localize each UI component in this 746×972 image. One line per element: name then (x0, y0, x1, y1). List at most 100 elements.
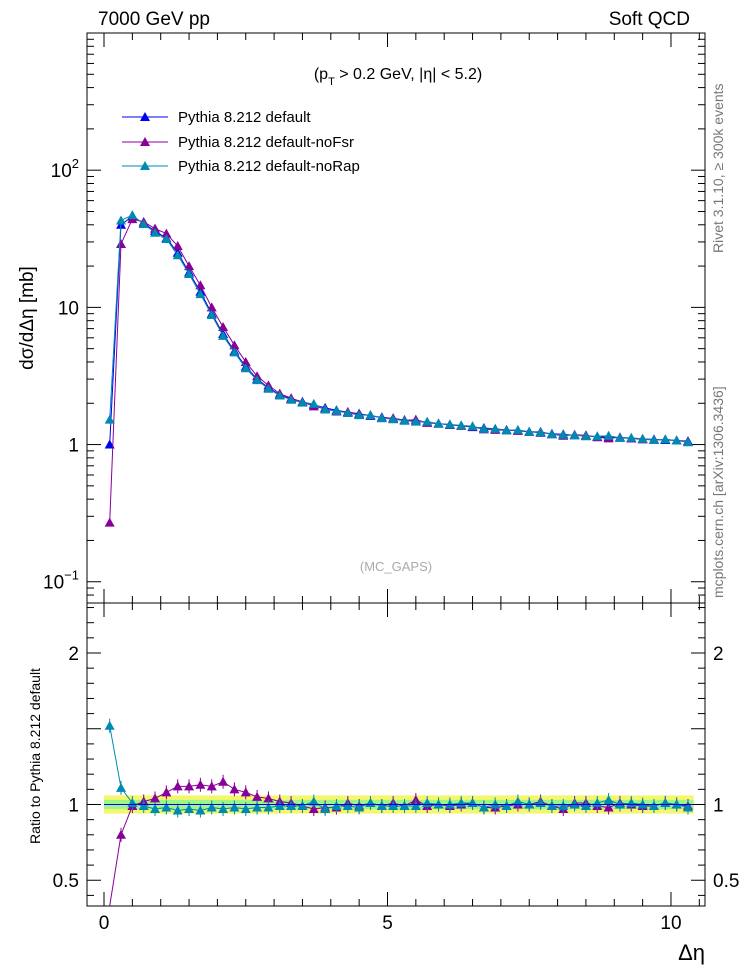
main-point-2 (682, 437, 693, 447)
legend-label-norap: Pythia 8.212 default-noRap (178, 158, 360, 175)
main-point-2 (104, 414, 115, 424)
main-point-2 (206, 309, 217, 319)
main-point-2 (342, 407, 353, 417)
main-point-2 (354, 410, 365, 420)
main-point-2 (308, 398, 319, 408)
main-series-line-2 (109, 214, 689, 443)
legend-entry-norap: Pythia 8.212 default-noRap (122, 158, 360, 175)
cut-label-sub: T (328, 76, 335, 88)
main-point-2 (444, 419, 455, 429)
main-point-2 (399, 415, 410, 425)
ratio-frame (86, 602, 706, 907)
main-point-2 (637, 433, 648, 443)
ratio-axis-ticks: 0.5 0.5 1 1 2 2 0 5 10 (53, 603, 739, 934)
rivet-label: Rivet 3.1.10, ≥ 300k events (710, 83, 726, 253)
main-point-2 (592, 431, 603, 441)
x-tick-label: 0 (99, 913, 110, 934)
legend: Pythia 8.212 default Pythia 8.212 defaul… (122, 109, 360, 175)
main-point-1 (184, 261, 195, 271)
main-point-1 (229, 340, 240, 350)
main-point-2 (422, 416, 433, 426)
main-point-2 (660, 434, 671, 444)
main-point-2 (365, 410, 376, 420)
main-point-2 (524, 426, 535, 436)
main-axis-ticks: 10−1 1 10 102 (43, 32, 705, 604)
main-point-2 (376, 413, 387, 423)
header-left: 7000 GeV pp (98, 9, 210, 30)
main-point-2 (512, 424, 523, 434)
main-point-2 (580, 431, 591, 441)
ratio-ytick-label-right: 1 (713, 795, 724, 816)
main-point-2 (172, 250, 183, 260)
legend-label-default: Pythia 8.212 default (178, 109, 311, 126)
legend-label-nofsr: Pythia 8.212 default-noFsr (178, 134, 354, 151)
cut-label-rest: > 0.2 GeV, |η| < 5.2) (335, 66, 482, 83)
main-point-1 (218, 321, 229, 331)
main-point-2 (263, 383, 274, 393)
ratio-series-group (104, 718, 694, 907)
main-point-2 (614, 432, 625, 442)
main-ytick-label: 10−1 (43, 568, 79, 594)
main-point-1 (195, 280, 206, 290)
legend-entry-default: Pythia 8.212 default (122, 109, 311, 126)
main-point-2 (240, 363, 251, 373)
main-point-2 (184, 269, 195, 279)
main-ytick-label: 10 (58, 298, 79, 319)
main-ylabel: dσ/dΔη [mb] (17, 266, 38, 370)
main-point-2 (150, 227, 161, 237)
ratio-ytick-label: 0.5 (53, 871, 79, 892)
main-series-group (104, 210, 693, 527)
legend-entry-nofsr: Pythia 8.212 default-noFsr (122, 134, 354, 151)
header-right: Soft QCD (609, 9, 690, 30)
main-point-2 (558, 429, 569, 439)
x-tick-label: 5 (382, 913, 393, 934)
ratio-ytick-label: 1 (68, 795, 79, 816)
cut-label-main: (p (314, 66, 328, 83)
main-point-1 (161, 228, 172, 238)
main-ytick-label: 1 (68, 436, 79, 457)
main-point-2 (569, 430, 580, 440)
main-point-1 (206, 302, 217, 312)
main-point-2 (229, 347, 240, 357)
main-point-2 (501, 425, 512, 435)
watermark: (MC_GAPS) (360, 559, 432, 574)
main-point-1 (172, 241, 183, 251)
main-point-2 (410, 416, 421, 426)
main-point-1 (104, 517, 115, 527)
main-point-0 (104, 439, 115, 449)
ratio-panel: 0.5 0.5 1 1 2 2 0 5 10 Ratio to Pythia 8.212 def… (27, 602, 739, 965)
main-point-2 (535, 427, 546, 437)
cut-label: (pT > 0.2 GeV, |η| < 5.2) (314, 66, 482, 88)
ratio-ytick-label-right: 0.5 (713, 871, 739, 892)
main-point-2 (116, 215, 127, 225)
mcplots-label: mcplots.cern.ch [arXiv:1306.3436] (710, 386, 726, 598)
main-point-2 (648, 434, 659, 444)
main-point-2 (195, 289, 206, 299)
main-point-2 (218, 330, 229, 340)
main-point-2 (320, 404, 331, 414)
main-point-2 (671, 435, 682, 445)
main-point-2 (603, 430, 614, 440)
main-point-2 (138, 219, 149, 229)
main-point-1 (240, 356, 251, 366)
main-point-2 (467, 421, 478, 431)
main-point-2 (478, 423, 489, 433)
main-point-2 (127, 210, 138, 220)
main-point-2 (546, 429, 557, 439)
main-point-2 (274, 390, 285, 400)
main-point-2 (161, 234, 172, 244)
ratio-ylabel: Ratio to Pythia 8.212 default (27, 668, 43, 844)
main-point-2 (297, 397, 308, 407)
main-ytick-label: 102 (51, 156, 79, 182)
main-point-2 (286, 394, 297, 404)
main-point-2 (626, 432, 637, 442)
main-point-2 (331, 405, 342, 415)
main-point-1 (116, 238, 127, 248)
x-axis-label: Δη (678, 940, 705, 965)
ratio-ytick-label-right: 2 (713, 644, 724, 665)
ratio-ytick-label: 2 (68, 644, 79, 665)
main-point-2 (456, 420, 467, 430)
main-point-2 (388, 414, 399, 424)
main-point-2 (252, 375, 263, 385)
